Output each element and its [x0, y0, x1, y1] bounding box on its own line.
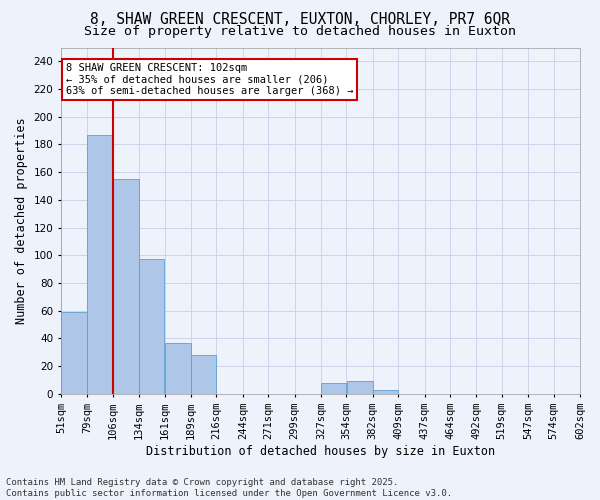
Text: Contains HM Land Registry data © Crown copyright and database right 2025.
Contai: Contains HM Land Registry data © Crown c… — [6, 478, 452, 498]
Text: Size of property relative to detached houses in Euxton: Size of property relative to detached ho… — [84, 25, 516, 38]
Bar — [165, 342, 191, 394]
Text: 8 SHAW GREEN CRESCENT: 102sqm
← 35% of detached houses are smaller (206)
63% of : 8 SHAW GREEN CRESCENT: 102sqm ← 35% of d… — [66, 63, 353, 96]
Y-axis label: Number of detached properties: Number of detached properties — [15, 118, 28, 324]
X-axis label: Distribution of detached houses by size in Euxton: Distribution of detached houses by size … — [146, 444, 495, 458]
Bar — [61, 312, 87, 394]
Bar — [191, 355, 216, 394]
Bar — [373, 390, 398, 394]
Text: 8, SHAW GREEN CRESCENT, EUXTON, CHORLEY, PR7 6QR: 8, SHAW GREEN CRESCENT, EUXTON, CHORLEY,… — [90, 12, 510, 28]
Bar — [347, 382, 373, 394]
Bar — [88, 135, 113, 394]
Bar — [139, 260, 164, 394]
Bar — [321, 382, 346, 394]
Bar — [113, 179, 139, 394]
